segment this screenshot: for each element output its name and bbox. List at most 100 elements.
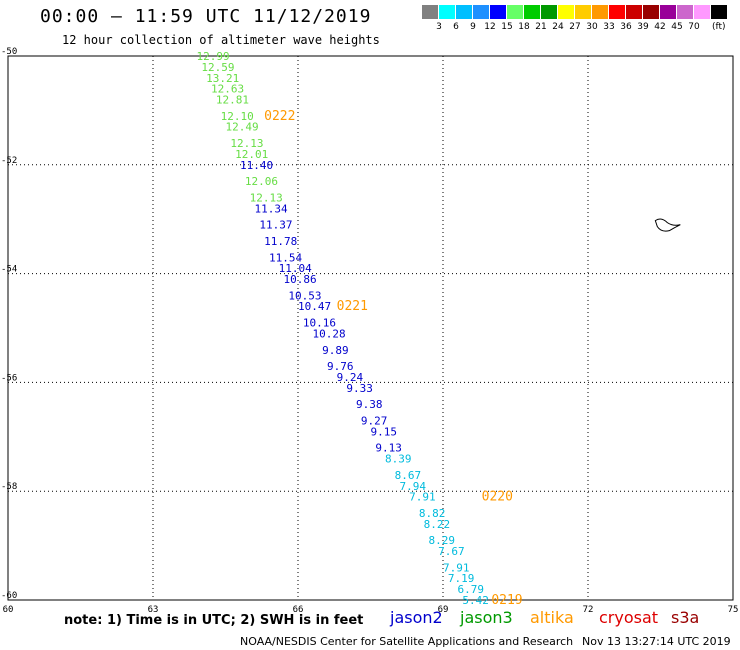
colorbar-label: 15 [501,22,513,32]
time-annotation: 0219 [491,593,522,608]
colorbar-swatch [626,5,642,19]
swh-value-label: 12.10 [221,110,254,123]
y-tick-label: -54 [1,265,17,275]
swh-value-label: 12.01 [235,148,268,161]
island-outline [654,218,681,232]
colorbar-label: 12 [484,22,496,32]
y-tick-label: -58 [1,482,17,492]
colorbar-swatch [575,5,591,19]
swh-value-label: 12.59 [201,61,234,74]
plot-frame [7,55,734,601]
x-tick-label: 60 [3,605,14,615]
x-tick-label: 66 [293,605,304,615]
swh-value-label: 11.78 [264,235,297,248]
colorbar-swatch [694,5,710,19]
colorbar-swatch [473,5,489,19]
swh-value-label: 9.15 [371,425,398,438]
colorbar-swatch [558,5,574,19]
swh-value-label: 11.37 [259,219,292,232]
colorbar-swatch [541,5,557,19]
swh-value-label: 8.29 [429,534,456,547]
swh-value-label: 9.27 [361,414,388,427]
swh-value-label: 11.04 [279,262,312,275]
colorbar-label: 30 [586,22,598,32]
swh-value-label: 12.13 [230,137,263,150]
footer-timestamp: Nov 13 13:27:14 UTC 2019 [582,635,731,648]
swh-value-label: 9.13 [375,442,402,455]
swh-value-label: 12.49 [226,121,259,134]
swh-value-label: 9.33 [346,382,373,395]
swh-value-label: 13.21 [206,72,239,85]
colorbar-label: 24 [552,22,564,32]
y-tick-label: -56 [1,373,17,383]
swh-value-label: 11.34 [255,202,288,215]
page-subtitle: 12 hour collection of altimeter wave hei… [62,33,380,47]
swh-value-label: 10.47 [298,300,331,313]
x-tick-label: 75 [728,605,739,615]
colorbar-label: 9 [470,22,476,32]
swh-value-label: 5.42 [462,594,489,607]
colorbar-swatch [609,5,625,19]
time-annotation: 0221 [337,299,368,314]
legend-jason3: jason3 [460,608,513,627]
colorbar-swatch [711,5,727,19]
colorbar-swatch [677,5,693,19]
colorbar-label: 70 [688,22,700,32]
swh-value-label: 12.06 [245,175,278,188]
legend-jason2: jason2 [390,608,443,627]
colorbar-swatch [643,5,659,19]
swh-value-label: 6.79 [458,583,485,596]
colorbar-swatch [507,5,523,19]
swh-value-label: 7.91 [443,561,470,574]
swh-value-label: 7.94 [400,480,427,493]
swh-value-label: 9.24 [337,371,364,384]
colorbar-label: 6 [453,22,459,32]
swh-value-label: 11.40 [240,159,273,172]
legend-altika: altika [530,608,574,627]
colorbar-swatch [422,5,438,19]
x-tick-label: 69 [438,605,449,615]
y-tick-label: -52 [1,156,17,166]
swh-value-label: 10.28 [313,327,346,340]
swh-value-label: 8.22 [424,518,451,531]
colorbar-label: 21 [535,22,547,32]
swh-value-label: 11.54 [269,251,302,264]
swh-value-label: 7.67 [438,545,465,558]
time-annotation: 0222 [264,109,295,124]
swh-value-label: 9.76 [327,360,354,373]
swh-value-label: 12.63 [211,83,244,96]
colorbar-unit: (ft) [712,22,726,32]
swh-value-label: 10.86 [284,273,317,286]
colorbar-label: 36 [620,22,632,32]
x-tick-label: 63 [148,605,159,615]
y-tick-label: -50 [1,47,17,57]
swh-value-label: 8.82 [419,507,446,520]
colorbar-label: 3 [436,22,442,32]
colorbar-swatch [439,5,455,19]
swh-value-label: 12.81 [216,94,249,107]
colorbar-swatch [456,5,472,19]
swh-value-label: 10.53 [288,289,321,302]
colorbar-label: 42 [654,22,666,32]
legend-cryosat: cryosat [599,608,659,627]
swh-value-label: 8.67 [395,469,422,482]
colorbar-swatch [524,5,540,19]
swh-value-label: 9.38 [356,398,383,411]
legend-s3a: s3a [671,608,700,627]
swh-value-label: 8.39 [385,453,412,466]
colorbar-label: 27 [569,22,581,32]
swh-value-label: 7.91 [409,491,436,504]
swh-value-label: 10.16 [303,317,336,330]
y-tick-label: -60 [1,591,17,601]
colorbar-swatch [592,5,608,19]
swh-value-label: 12.13 [250,191,283,204]
colorbar-label: 33 [603,22,615,32]
footer-credit: NOAA/NESDIS Center for Satellite Applica… [240,635,574,648]
swh-value-label: 9.89 [322,344,349,357]
colorbar-swatch [490,5,506,19]
colorbar-label: 39 [637,22,649,32]
time-annotation: 0220 [482,490,513,505]
colorbar-label: 45 [671,22,683,32]
swh-value-label: 12.99 [197,50,230,63]
